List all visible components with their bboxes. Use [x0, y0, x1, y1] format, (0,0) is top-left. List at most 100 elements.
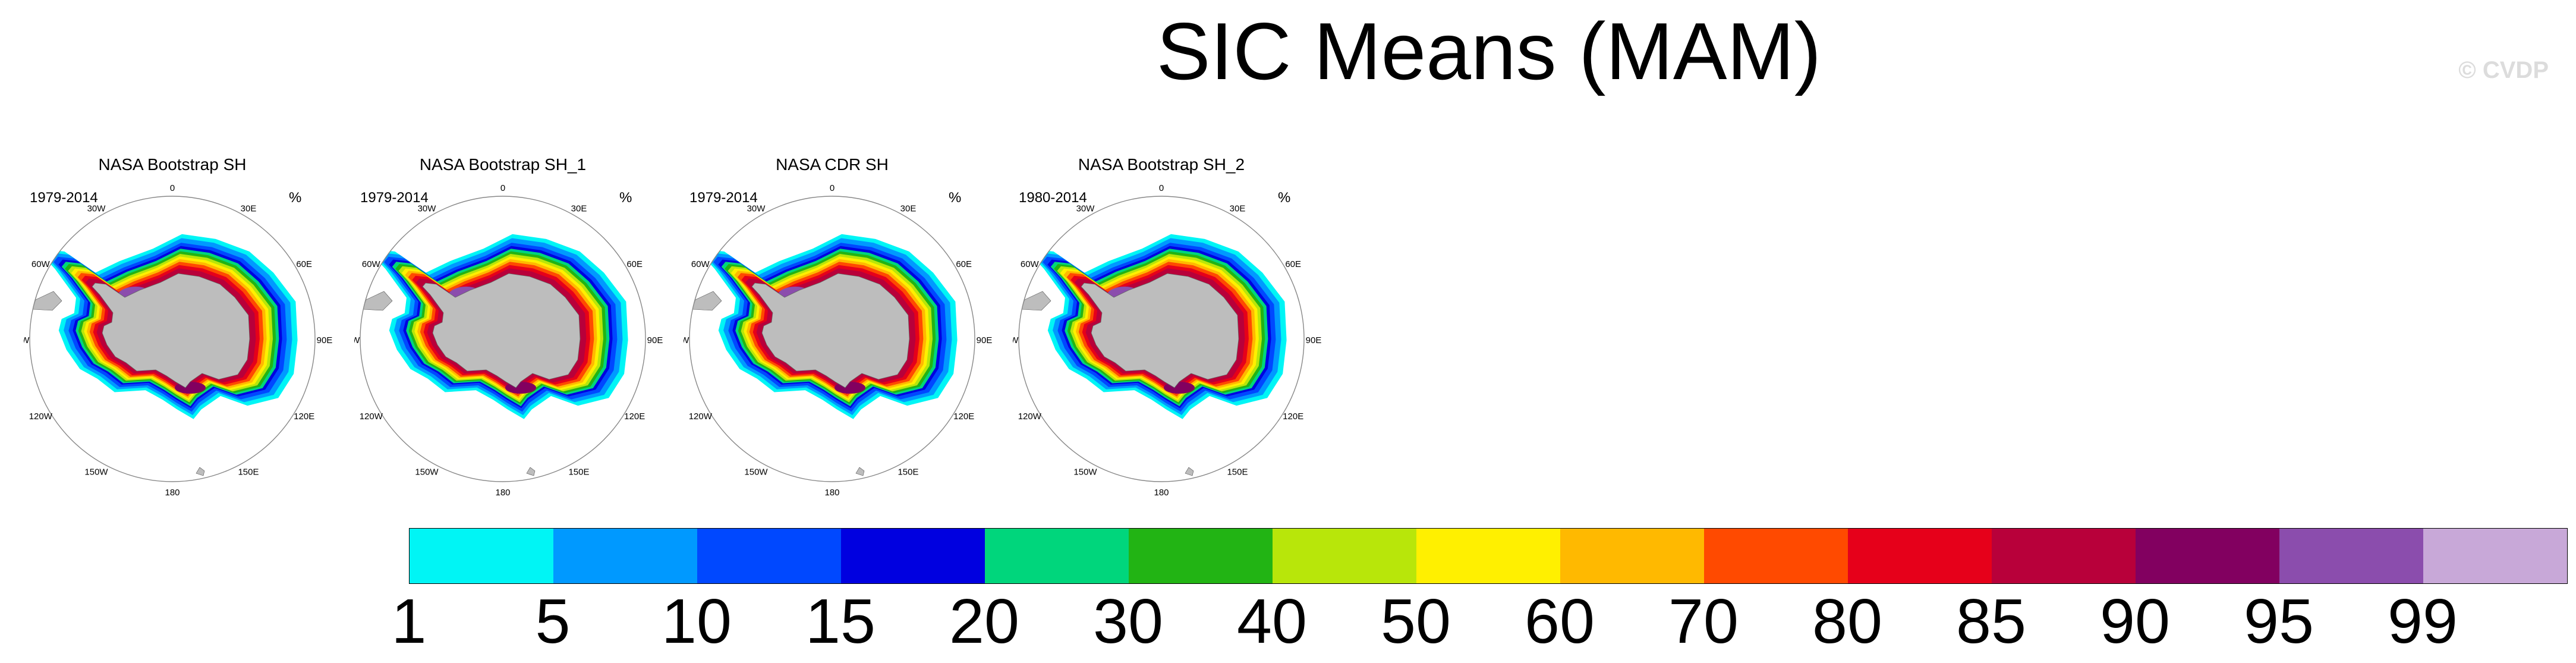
panel-title: NASA Bootstrap SH_2	[1078, 155, 1245, 174]
longitude-label: 150W	[744, 467, 768, 477]
colorbar-swatch	[1848, 529, 1992, 583]
longitude-label: 0	[830, 183, 834, 193]
figure-title: SIC Means (MAM)	[1156, 6, 1822, 96]
land-antarctica	[92, 273, 250, 388]
longitude-label: 120E	[953, 411, 974, 422]
colorbar-tick-label: 30	[1093, 586, 1163, 656]
longitude-label: 150E	[568, 467, 589, 477]
longitude-label: 30E	[900, 203, 917, 213]
longitude-label: 120W	[360, 411, 383, 422]
longitude-label: 30E	[241, 203, 257, 213]
longitude-label: 60W	[1021, 259, 1040, 269]
longitude-label: 120E	[294, 411, 314, 422]
longitude-label: 150E	[897, 467, 918, 477]
cvdp-watermark: © CVDP	[2458, 57, 2549, 83]
panel-units: %	[1278, 190, 1290, 206]
longitude-label: 60E	[296, 259, 312, 269]
land-antarctica	[422, 273, 581, 388]
longitude-label: 90E	[977, 335, 993, 345]
colorbar-swatch	[2136, 529, 2279, 583]
panel-period: 1980-2014	[1019, 190, 1087, 206]
longitude-label: 30W	[747, 203, 766, 213]
colorbar-swatch	[2279, 529, 2423, 583]
panel-title: NASA Bootstrap SH	[98, 155, 246, 174]
longitude-label: 150E	[1227, 467, 1248, 477]
polar-map: NASA Bootstrap SH_1 1979-2014 % 0 30E 60E 90E 1…	[354, 155, 663, 497]
colorbar-tick-label: 40	[1237, 586, 1307, 656]
colorbar-tick-label: 10	[662, 586, 732, 656]
longitude-label: 120W	[1018, 411, 1042, 422]
colorbar-tick-label: 95	[2244, 586, 2314, 656]
colorbar-tick-label: 20	[949, 586, 1019, 656]
longitude-label: 90W	[354, 335, 360, 345]
longitude-label: 30W	[87, 203, 106, 213]
panel-period: 1979-2014	[30, 190, 98, 206]
colorbar-swatch	[985, 529, 1129, 583]
longitude-label: 30W	[1076, 203, 1095, 213]
longitude-label: 90W	[1013, 335, 1019, 345]
colorbar-swatch	[410, 529, 553, 583]
longitude-label: 90W	[24, 335, 30, 345]
longitude-label: 120W	[29, 411, 53, 422]
longitude-label: 150W	[1073, 467, 1097, 477]
longitude-label: 60W	[691, 259, 710, 269]
longitude-label: 180	[824, 488, 839, 497]
colorbar-swatch	[1416, 529, 1560, 583]
colorbar-swatch	[1992, 529, 2136, 583]
longitude-label: 150E	[238, 467, 259, 477]
longitude-label: 60W	[362, 259, 381, 269]
colorbar-swatch	[1129, 529, 1273, 583]
colorbar-swatch	[553, 529, 697, 583]
longitude-label: 150W	[415, 467, 439, 477]
colorbar-tick-label: 50	[1381, 586, 1451, 656]
longitude-label: 90E	[317, 335, 333, 345]
longitude-label: 90E	[1306, 335, 1322, 345]
panel-units: %	[619, 190, 632, 206]
longitude-label: 120E	[1283, 411, 1303, 422]
colorbar-tick-label: 90	[2100, 586, 2170, 656]
longitude-label: 60W	[32, 259, 51, 269]
colorbar-tick-label: 60	[1525, 586, 1595, 656]
longitude-label: 180	[495, 488, 510, 497]
panel-period: 1979-2014	[689, 190, 758, 206]
map-panel-2: NASA Bootstrap SH_1 1979-2014% 0 30E 60E 90E 1…	[354, 152, 687, 497]
colorbar-tick-label: 15	[805, 586, 876, 656]
polar-map: NASA Bootstrap SH_2 1980-2014 % 0 30E 60E 90E 1…	[1013, 155, 1322, 497]
land-antarctica	[751, 273, 910, 388]
longitude-label: 180	[1154, 488, 1169, 497]
longitude-label: 180	[165, 488, 179, 497]
longitude-label: 150W	[84, 467, 108, 477]
longitude-label: 120E	[624, 411, 645, 422]
colorbar-swatch	[1273, 529, 1416, 583]
colorbar-tick-label: 5	[535, 586, 571, 656]
longitude-label: 60E	[1285, 259, 1301, 269]
colorbar-tick-label: 85	[1956, 586, 2026, 656]
colorbar-tick-label: 99	[2388, 586, 2458, 656]
panel-units: %	[949, 190, 961, 206]
polar-map: NASA CDR SH 1979-2014 % 0 30E 60E 90E 120E 150E 1…	[684, 155, 993, 497]
colorbar-swatch	[841, 529, 985, 583]
longitude-label: 60E	[956, 259, 972, 269]
panel-period: 1979-2014	[360, 190, 429, 206]
colorbar-tick-label: 70	[1668, 586, 1739, 656]
longitude-label: 30E	[571, 203, 587, 213]
colorbar-labels: 1 5 10 15 20 30 40 50 60 70 80 85 90 95 99	[0, 589, 2576, 654]
colorbar-swatch	[1560, 529, 1704, 583]
colorbar-swatch	[2423, 529, 2567, 583]
longitude-label: 90W	[684, 335, 689, 345]
colorbar-swatch	[697, 529, 841, 583]
longitude-label: 0	[1159, 183, 1164, 193]
longitude-label: 0	[500, 183, 505, 193]
map-panel-3: NASA CDR SH 1979-2014% 0 30E 60E 90E 120E 150E 1…	[684, 152, 1016, 497]
colorbar-swatch	[1704, 529, 1848, 583]
panel-units: %	[289, 190, 301, 206]
map-panel-1: NASA Bootstrap SH 1979-2014% 0 30E 60E 90E 120…	[24, 152, 357, 497]
colorbar-tick-label: 80	[1812, 586, 1882, 656]
colorbar-tick-label: 1	[391, 586, 427, 656]
longitude-label: 120W	[689, 411, 713, 422]
longitude-label: 30W	[418, 203, 437, 213]
longitude-label: 0	[170, 183, 175, 193]
colorbar	[409, 528, 2568, 584]
panel-title: NASA Bootstrap SH_1	[420, 155, 586, 174]
